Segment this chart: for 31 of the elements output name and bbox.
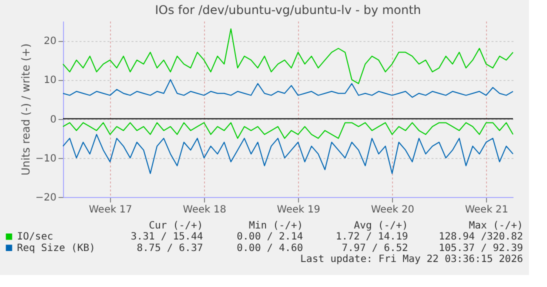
text: 128.94 /320.82 <box>438 232 523 243</box>
line-series <box>62 134 514 174</box>
text: 1.72 / 14.19 <box>336 232 408 243</box>
text: Max (-/+) <box>468 220 523 232</box>
y-tick-label: −20 <box>35 192 56 204</box>
y-tick-label: 10 <box>44 75 56 86</box>
x-tick-label: Week 20 <box>370 204 414 216</box>
text: Avg (-/+) <box>354 220 408 232</box>
legend-label: IO/sec <box>17 232 54 243</box>
x-tick-label: Week 17 <box>88 204 132 216</box>
text: 0.00 / 2.14 <box>236 232 303 243</box>
text: 7.97 / 6.52 <box>342 242 408 254</box>
text: 0.00 / 4.60 <box>236 242 303 254</box>
line-series <box>62 122 514 139</box>
line-series <box>62 28 514 84</box>
x-tick-label: Week 21 <box>464 204 508 216</box>
line-series <box>62 79 514 98</box>
y-tick-label: −10 <box>35 153 56 164</box>
text: Last update: Fri May 22 03:36:15 2026 <box>300 254 523 266</box>
chart-title: IOs for /dev/ubuntu-vg/ubuntu-lv - by month <box>154 3 422 17</box>
text: 8.75 / 6.37 <box>136 242 203 254</box>
text: 105.37 / 92.39 <box>438 242 523 254</box>
legend-label: Req Size (KB) <box>17 242 96 254</box>
y-axis-title: Units read (-) / write (+) <box>19 43 32 176</box>
x-tick-label: Week 19 <box>276 204 320 216</box>
y-tick-label: 20 <box>44 36 56 48</box>
x-tick-label: Week 18 <box>182 204 226 216</box>
text: Cur (-/+) <box>148 220 203 232</box>
y-tick-label: 0 <box>50 114 56 126</box>
text: Min (-/+) <box>248 220 303 232</box>
text: 3.31 / 15.44 <box>130 232 203 243</box>
